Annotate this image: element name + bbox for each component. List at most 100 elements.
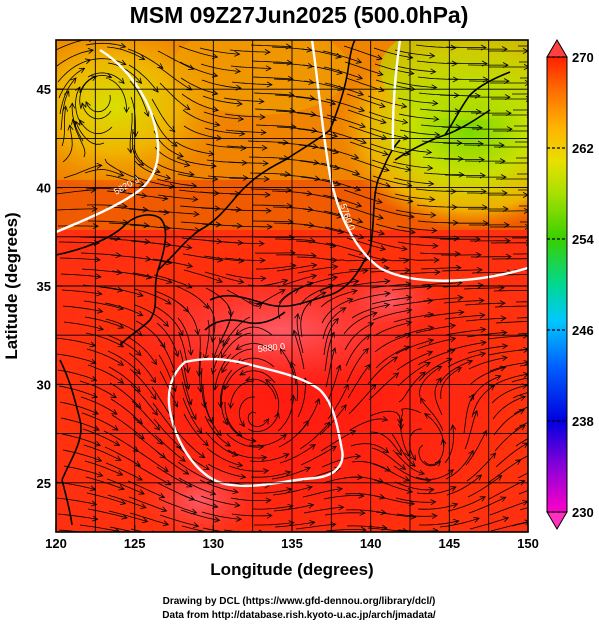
streamline-arrow [340,307,347,313]
x-tick-label: 125 [124,536,146,551]
streamline-arrow [309,520,316,526]
streamline [346,348,369,383]
streamline [295,96,336,105]
streamline [367,239,407,250]
streamline [227,161,269,164]
streamline-arrow [431,227,438,234]
streamline-arrow [392,372,400,379]
streamline-arrow [90,500,98,507]
streamline-arrow [283,453,290,459]
streamline [128,208,169,214]
streamline [182,253,223,261]
streamline [248,289,286,305]
streamline [104,302,143,316]
streamline [293,330,305,370]
streamline-arrow [406,307,413,314]
streamline-arrow [435,365,443,372]
streamline [182,397,203,434]
streamline-arrow [381,416,389,422]
streamline-arrow [355,58,363,64]
streamline [151,242,192,249]
streamline [250,471,291,478]
streamline [440,367,462,400]
streamline-arrow [279,348,286,355]
streamline-arrow [259,114,266,120]
streamline-arrow [306,485,313,491]
streamline-arrow [239,130,246,137]
streamline-arrow [518,409,525,415]
streamline [203,399,222,436]
streamline [85,94,111,113]
streamline [103,430,139,452]
streamline [370,143,410,155]
streamline [252,505,293,510]
streamline [467,475,502,498]
streamline [207,463,246,478]
streamline-arrow [377,214,384,220]
streamline-arrow [144,238,151,245]
x-tick-label: 135 [281,536,303,551]
streamline-arrow [351,288,358,295]
streamline-arrow [433,115,440,122]
credit-drawing: Drawing by DCL (https://www.gfd-dennou.o… [163,596,436,607]
streamline-arrow [265,378,272,385]
streamline-arrow [284,470,292,477]
streamline-arrow [502,516,510,522]
streamline [434,377,443,416]
streamline [224,113,265,118]
streamline [127,480,165,498]
streamline [62,125,73,163]
streamline-arrow [260,129,267,136]
plot-area: 5880.0 5820.0 5760.0 [56,40,528,532]
streamline [400,408,422,430]
streamline [300,445,337,466]
streamline [468,357,508,370]
streamline [222,316,251,347]
streamline [109,526,136,532]
streamline [300,300,313,338]
streamline [85,332,124,348]
streamline [369,127,409,139]
streamline-arrow [453,519,460,525]
streamline [439,517,480,528]
streamline-arrow [427,298,434,304]
streamline [419,520,459,526]
streamline-arrow [501,355,508,362]
streamline [108,366,141,392]
streamline-arrow [222,340,229,347]
y-axis-label: Latitude (degrees) [2,212,21,359]
streamline [327,270,368,276]
streamline-arrow [495,375,502,381]
streamline [134,160,171,179]
streamline [274,521,315,528]
streamline-arrow [95,273,102,280]
streamline-arrow [96,290,103,297]
streamline [106,478,145,495]
streamline [226,145,267,149]
streamline-arrow [455,264,462,271]
streamline-arrow [478,297,485,304]
streamline-arrow [90,75,98,82]
streamline [276,126,317,132]
streamline-arrow [429,196,436,203]
x-tick-label: 145 [438,536,460,551]
contour-5880 [167,357,344,488]
streamline [256,265,296,270]
streamline [325,242,365,254]
streamline [128,496,167,512]
streamline [250,44,292,48]
streamline [175,285,209,309]
streamline-arrow [514,459,522,465]
contour-label-5880: 5880.0 [257,341,285,354]
streamline [396,351,433,371]
streamline-arrow [120,59,127,66]
streamline-arrow [111,409,118,415]
streamline-arrow [117,323,125,329]
streamline [443,300,484,304]
streamline [369,269,411,273]
streamline-arrow [288,91,295,98]
streamline-arrow [338,504,345,511]
streamline [368,255,409,262]
streamline [203,255,244,262]
streamline-arrow [353,169,361,176]
